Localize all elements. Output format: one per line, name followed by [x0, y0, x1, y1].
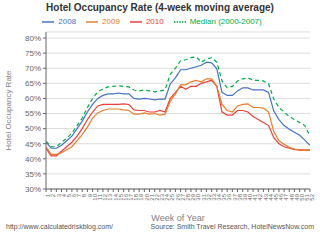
svg-text:60%: 60% [25, 94, 41, 103]
svg-text:5: 5 [66, 194, 72, 198]
svg-text:21: 21 [148, 194, 155, 201]
svg-text:15: 15 [117, 194, 124, 201]
svg-text:23: 23 [159, 194, 166, 201]
svg-text:10: 10 [91, 194, 98, 201]
svg-text:40: 40 [247, 194, 254, 201]
svg-text:27: 27 [179, 194, 186, 201]
svg-text:Hotel Occupancy Rate: Hotel Occupancy Rate [8, 70, 13, 151]
svg-text:45: 45 [273, 194, 279, 201]
svg-text:6: 6 [71, 194, 78, 198]
svg-text:43: 43 [262, 194, 269, 201]
html-text:http://www.calculatedriskblog.: http://www.calculatedriskblog.com/ [6, 223, 113, 230]
svg-text:32: 32 [205, 194, 212, 201]
svg-text:12: 12 [102, 194, 109, 201]
svg-text:7: 7 [76, 194, 83, 198]
html-text:2009: 2009 [102, 17, 120, 27]
svg-text:1: 1 [45, 194, 52, 198]
svg-text:8: 8 [81, 194, 88, 198]
svg-text:33: 33 [210, 194, 217, 201]
svg-text:39: 39 [242, 194, 248, 201]
svg-text:14: 14 [112, 194, 119, 201]
svg-text:26: 26 [174, 194, 181, 201]
svg-text:30%: 30% [25, 185, 41, 194]
svg-text:29: 29 [190, 194, 197, 201]
svg-text:70%: 70% [25, 64, 41, 73]
svg-text:34: 34 [216, 194, 223, 201]
svg-text:24: 24 [164, 194, 171, 201]
html-text:Source: Smith Travel Research,: Source: Smith Travel Research, HotelNews… [150, 223, 314, 230]
svg-text:49: 49 [293, 194, 300, 201]
svg-text:51: 51 [304, 194, 311, 201]
svg-text:45%: 45% [25, 140, 41, 149]
svg-text:65%: 65% [25, 79, 41, 88]
svg-text:46: 46 [278, 194, 285, 201]
svg-text:35%: 35% [25, 170, 41, 179]
svg-text:16: 16 [122, 194, 129, 201]
svg-text:4: 4 [60, 194, 67, 198]
svg-text:9: 9 [86, 194, 93, 198]
svg-text:38: 38 [236, 194, 243, 201]
svg-text:37: 37 [231, 194, 238, 201]
svg-text:48: 48 [288, 194, 295, 201]
svg-text:Week of Year: Week of Year [151, 213, 204, 221]
svg-text:28: 28 [185, 194, 191, 201]
svg-text:75%: 75% [25, 49, 41, 58]
svg-text:50%: 50% [25, 124, 41, 133]
svg-text:31: 31 [200, 194, 207, 201]
svg-text:42: 42 [257, 194, 264, 201]
svg-text:3: 3 [55, 194, 62, 198]
svg-text:44: 44 [267, 194, 274, 201]
html-text:2010: 2010 [145, 17, 164, 27]
html-text:Median (2000-2007): Median (2000-2007) [189, 17, 262, 27]
svg-text:2: 2 [50, 194, 57, 198]
svg-text:20: 20 [143, 194, 150, 201]
svg-text:80%: 80% [25, 34, 41, 43]
svg-text:35: 35 [221, 194, 228, 201]
svg-text:52: 52 [309, 193, 312, 200]
html-text:Hotel Occupancy Rate (4-week m: Hotel Occupancy Rate (4-week moving aver… [46, 2, 274, 13]
svg-text:36: 36 [226, 194, 233, 201]
svg-text:11: 11 [97, 194, 103, 201]
svg-text:41: 41 [252, 194, 259, 201]
svg-text:40%: 40% [25, 155, 41, 164]
svg-text:30: 30 [195, 194, 202, 201]
svg-text:25: 25 [169, 194, 176, 201]
svg-text:47: 47 [283, 194, 290, 201]
svg-text:22: 22 [154, 194, 160, 201]
svg-text:50: 50 [298, 194, 305, 201]
svg-text:13: 13 [107, 194, 114, 201]
svg-text:18: 18 [133, 194, 140, 201]
html-text:2008: 2008 [58, 17, 77, 27]
svg-text:19: 19 [138, 194, 145, 201]
svg-text:55%: 55% [25, 109, 41, 118]
svg-text:17: 17 [128, 194, 135, 201]
